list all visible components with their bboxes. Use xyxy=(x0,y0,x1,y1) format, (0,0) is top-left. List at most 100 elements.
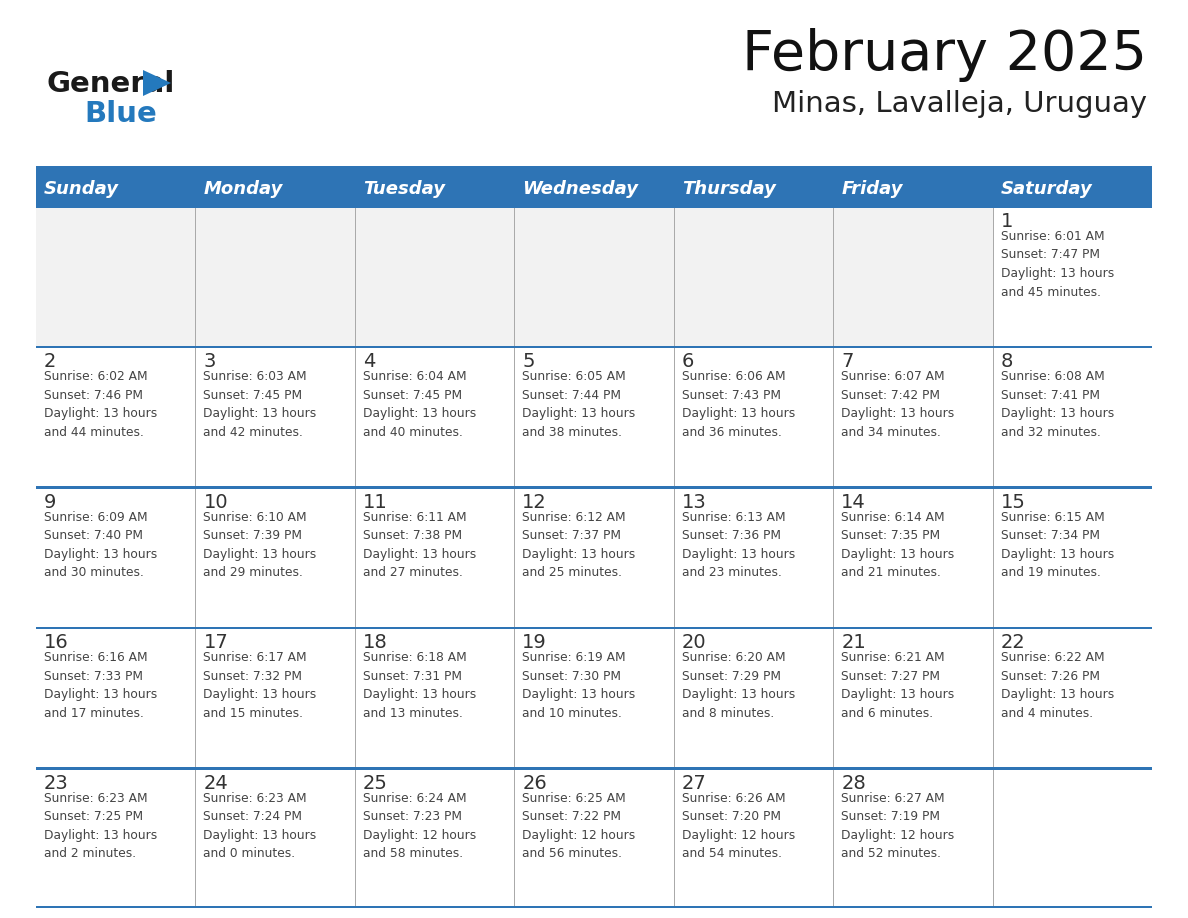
Bar xyxy=(514,172,674,206)
Text: 17: 17 xyxy=(203,633,228,652)
Text: Sunrise: 6:23 AM
Sunset: 7:25 PM
Daylight: 13 hours
and 2 minutes.: Sunrise: 6:23 AM Sunset: 7:25 PM Dayligh… xyxy=(44,791,157,860)
Text: 8: 8 xyxy=(1000,353,1013,372)
Bar xyxy=(355,767,514,908)
Bar xyxy=(833,172,992,206)
Text: Minas, Lavalleja, Uruguay: Minas, Lavalleja, Uruguay xyxy=(772,90,1146,118)
Text: 3: 3 xyxy=(203,353,216,372)
Text: Wednesday: Wednesday xyxy=(523,180,638,198)
Text: Sunrise: 6:27 AM
Sunset: 7:19 PM
Daylight: 12 hours
and 52 minutes.: Sunrise: 6:27 AM Sunset: 7:19 PM Dayligh… xyxy=(841,791,954,860)
Bar xyxy=(674,487,833,627)
Bar xyxy=(196,206,355,346)
Text: Sunrise: 6:13 AM
Sunset: 7:36 PM
Daylight: 13 hours
and 23 minutes.: Sunrise: 6:13 AM Sunset: 7:36 PM Dayligh… xyxy=(682,510,795,579)
Text: 23: 23 xyxy=(44,774,69,792)
Bar xyxy=(833,346,992,487)
Bar xyxy=(674,172,833,206)
Bar xyxy=(674,206,833,346)
Bar xyxy=(36,172,196,206)
Bar xyxy=(833,206,992,346)
Text: 19: 19 xyxy=(523,633,546,652)
Text: Sunrise: 6:20 AM
Sunset: 7:29 PM
Daylight: 13 hours
and 8 minutes.: Sunrise: 6:20 AM Sunset: 7:29 PM Dayligh… xyxy=(682,651,795,720)
Bar xyxy=(196,346,355,487)
Text: Sunday: Sunday xyxy=(44,180,119,198)
Text: Sunrise: 6:06 AM
Sunset: 7:43 PM
Daylight: 13 hours
and 36 minutes.: Sunrise: 6:06 AM Sunset: 7:43 PM Dayligh… xyxy=(682,370,795,439)
Text: Sunrise: 6:19 AM
Sunset: 7:30 PM
Daylight: 13 hours
and 10 minutes.: Sunrise: 6:19 AM Sunset: 7:30 PM Dayligh… xyxy=(523,651,636,720)
Text: Sunrise: 6:17 AM
Sunset: 7:32 PM
Daylight: 13 hours
and 15 minutes.: Sunrise: 6:17 AM Sunset: 7:32 PM Dayligh… xyxy=(203,651,317,720)
Bar xyxy=(514,487,674,627)
Bar xyxy=(355,172,514,206)
Bar xyxy=(36,206,1152,208)
Bar xyxy=(674,627,833,767)
Text: 15: 15 xyxy=(1000,493,1025,512)
Text: Sunrise: 6:01 AM
Sunset: 7:47 PM
Daylight: 13 hours
and 45 minutes.: Sunrise: 6:01 AM Sunset: 7:47 PM Dayligh… xyxy=(1000,230,1114,298)
Text: 13: 13 xyxy=(682,493,707,512)
Text: 16: 16 xyxy=(44,633,69,652)
Text: 10: 10 xyxy=(203,493,228,512)
Bar xyxy=(36,346,1152,349)
Bar xyxy=(992,172,1152,206)
Bar xyxy=(674,767,833,908)
Bar xyxy=(36,627,196,767)
Bar xyxy=(992,487,1152,627)
Bar xyxy=(36,627,1152,629)
Bar xyxy=(992,627,1152,767)
Bar xyxy=(36,905,1152,908)
Text: Sunrise: 6:04 AM
Sunset: 7:45 PM
Daylight: 13 hours
and 40 minutes.: Sunrise: 6:04 AM Sunset: 7:45 PM Dayligh… xyxy=(362,370,476,439)
Bar xyxy=(36,346,196,487)
Polygon shape xyxy=(143,70,171,96)
Bar xyxy=(36,487,196,627)
Bar xyxy=(36,767,196,908)
Text: Sunrise: 6:24 AM
Sunset: 7:23 PM
Daylight: 12 hours
and 58 minutes.: Sunrise: 6:24 AM Sunset: 7:23 PM Dayligh… xyxy=(362,791,476,860)
Text: 20: 20 xyxy=(682,633,707,652)
Text: 21: 21 xyxy=(841,633,866,652)
Text: 14: 14 xyxy=(841,493,866,512)
Bar xyxy=(833,487,992,627)
Bar xyxy=(36,767,1152,769)
Bar xyxy=(514,767,674,908)
Text: Sunrise: 6:10 AM
Sunset: 7:39 PM
Daylight: 13 hours
and 29 minutes.: Sunrise: 6:10 AM Sunset: 7:39 PM Dayligh… xyxy=(203,510,317,579)
Bar xyxy=(514,206,674,346)
Bar xyxy=(36,206,196,346)
Text: Sunrise: 6:18 AM
Sunset: 7:31 PM
Daylight: 13 hours
and 13 minutes.: Sunrise: 6:18 AM Sunset: 7:31 PM Dayligh… xyxy=(362,651,476,720)
Text: Sunrise: 6:11 AM
Sunset: 7:38 PM
Daylight: 13 hours
and 27 minutes.: Sunrise: 6:11 AM Sunset: 7:38 PM Dayligh… xyxy=(362,510,476,579)
Text: Friday: Friday xyxy=(841,180,903,198)
Text: Sunrise: 6:12 AM
Sunset: 7:37 PM
Daylight: 13 hours
and 25 minutes.: Sunrise: 6:12 AM Sunset: 7:37 PM Dayligh… xyxy=(523,510,636,579)
Text: 27: 27 xyxy=(682,774,707,792)
Text: Sunrise: 6:07 AM
Sunset: 7:42 PM
Daylight: 13 hours
and 34 minutes.: Sunrise: 6:07 AM Sunset: 7:42 PM Dayligh… xyxy=(841,370,954,439)
Bar xyxy=(355,206,514,346)
Text: 4: 4 xyxy=(362,353,375,372)
Bar xyxy=(196,172,355,206)
Text: 25: 25 xyxy=(362,774,387,792)
Text: Sunrise: 6:23 AM
Sunset: 7:24 PM
Daylight: 13 hours
and 0 minutes.: Sunrise: 6:23 AM Sunset: 7:24 PM Dayligh… xyxy=(203,791,317,860)
Text: Sunrise: 6:26 AM
Sunset: 7:20 PM
Daylight: 12 hours
and 54 minutes.: Sunrise: 6:26 AM Sunset: 7:20 PM Dayligh… xyxy=(682,791,795,860)
Text: 11: 11 xyxy=(362,493,387,512)
Text: Sunrise: 6:09 AM
Sunset: 7:40 PM
Daylight: 13 hours
and 30 minutes.: Sunrise: 6:09 AM Sunset: 7:40 PM Dayligh… xyxy=(44,510,157,579)
Text: Sunrise: 6:03 AM
Sunset: 7:45 PM
Daylight: 13 hours
and 42 minutes.: Sunrise: 6:03 AM Sunset: 7:45 PM Dayligh… xyxy=(203,370,317,439)
Bar xyxy=(36,487,1152,488)
Text: 1: 1 xyxy=(1000,212,1013,231)
Bar xyxy=(992,346,1152,487)
Text: Tuesday: Tuesday xyxy=(362,180,444,198)
Bar xyxy=(36,166,1152,172)
Text: Sunrise: 6:05 AM
Sunset: 7:44 PM
Daylight: 13 hours
and 38 minutes.: Sunrise: 6:05 AM Sunset: 7:44 PM Dayligh… xyxy=(523,370,636,439)
Bar xyxy=(196,487,355,627)
Text: 6: 6 xyxy=(682,353,694,372)
Text: Sunrise: 6:25 AM
Sunset: 7:22 PM
Daylight: 12 hours
and 56 minutes.: Sunrise: 6:25 AM Sunset: 7:22 PM Dayligh… xyxy=(523,791,636,860)
Text: Sunrise: 6:08 AM
Sunset: 7:41 PM
Daylight: 13 hours
and 32 minutes.: Sunrise: 6:08 AM Sunset: 7:41 PM Dayligh… xyxy=(1000,370,1114,439)
Bar xyxy=(196,767,355,908)
Text: 24: 24 xyxy=(203,774,228,792)
Text: Thursday: Thursday xyxy=(682,180,776,198)
Text: Sunrise: 6:15 AM
Sunset: 7:34 PM
Daylight: 13 hours
and 19 minutes.: Sunrise: 6:15 AM Sunset: 7:34 PM Dayligh… xyxy=(1000,510,1114,579)
Bar xyxy=(992,767,1152,908)
Text: Sunrise: 6:16 AM
Sunset: 7:33 PM
Daylight: 13 hours
and 17 minutes.: Sunrise: 6:16 AM Sunset: 7:33 PM Dayligh… xyxy=(44,651,157,720)
Text: Monday: Monday xyxy=(203,180,283,198)
Bar xyxy=(833,767,992,908)
Text: 7: 7 xyxy=(841,353,853,372)
Text: 18: 18 xyxy=(362,633,387,652)
Text: February 2025: February 2025 xyxy=(742,28,1146,82)
Text: Sunrise: 6:21 AM
Sunset: 7:27 PM
Daylight: 13 hours
and 6 minutes.: Sunrise: 6:21 AM Sunset: 7:27 PM Dayligh… xyxy=(841,651,954,720)
Text: 22: 22 xyxy=(1000,633,1025,652)
Bar xyxy=(355,346,514,487)
Text: Sunrise: 6:22 AM
Sunset: 7:26 PM
Daylight: 13 hours
and 4 minutes.: Sunrise: 6:22 AM Sunset: 7:26 PM Dayligh… xyxy=(1000,651,1114,720)
Bar xyxy=(514,346,674,487)
Bar xyxy=(992,206,1152,346)
